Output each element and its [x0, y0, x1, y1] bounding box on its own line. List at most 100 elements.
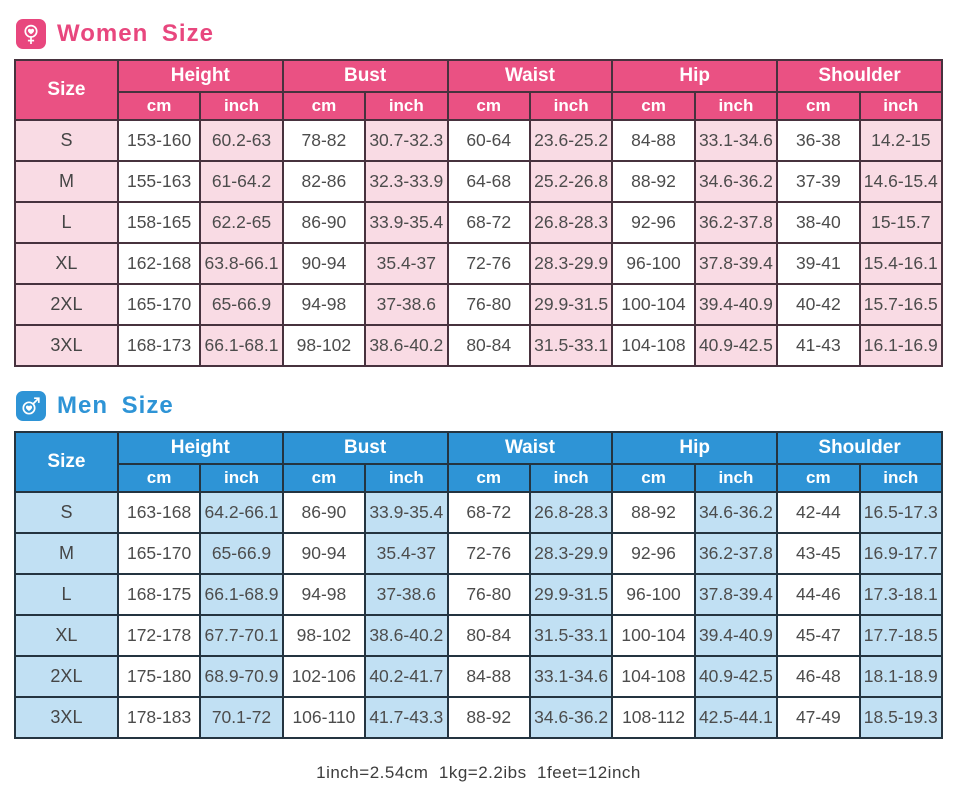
value-cell: 18.5-19.3 — [858, 696, 944, 739]
value-cell: 68.9-70.9 — [199, 655, 284, 698]
value-cell: 78-82 — [281, 119, 367, 162]
value-cell: 42-44 — [776, 491, 861, 534]
unit-header: cm — [446, 91, 531, 121]
value-cell: 30.7-32.3 — [364, 119, 449, 162]
unit-header: inch — [858, 91, 944, 121]
men-size-section: Men Size Size Height Bust Waist Hip Shoulder c… — [14, 390, 944, 739]
column-group-header: Hip — [611, 431, 779, 465]
unit-header: cm — [446, 463, 531, 493]
column-group-header: Hip — [611, 59, 779, 93]
value-cell: 41.7-43.3 — [364, 696, 449, 739]
value-cell: 94-98 — [281, 283, 367, 326]
women-section-heading: Women Size — [57, 20, 214, 47]
value-cell: 33.9-35.4 — [364, 201, 449, 244]
value-cell: 92-96 — [611, 532, 696, 575]
men-size-table: Size Height Bust Waist Hip Shoulder cm inch cm in… — [14, 431, 944, 739]
value-cell: 60.2-63 — [199, 119, 284, 162]
column-group-header: Shoulder — [776, 59, 943, 93]
value-cell: 98-102 — [281, 614, 367, 657]
value-cell: 18.1-18.9 — [858, 655, 944, 698]
column-group-header: Bust — [281, 431, 449, 465]
table-row: 2XL 175-180 68.9-70.9 102-106 40.2-41.7 84-88… — [14, 655, 944, 698]
value-cell: 80-84 — [446, 324, 531, 367]
value-cell: 67.7-70.1 — [199, 614, 284, 657]
value-cell: 35.4-37 — [364, 532, 449, 575]
value-cell: 106-110 — [281, 696, 367, 739]
value-cell: 76-80 — [446, 573, 531, 616]
table-row: L 168-175 66.1-68.9 94-98 37-38.6 76-80 29.9-3… — [14, 573, 944, 616]
size-cell: XL — [14, 614, 119, 657]
value-cell: 100-104 — [611, 283, 696, 326]
value-cell: 96-100 — [611, 573, 696, 616]
value-cell: 41-43 — [776, 324, 861, 367]
size-cell: S — [14, 491, 119, 534]
value-cell: 38.6-40.2 — [364, 614, 449, 657]
value-cell: 45-47 — [776, 614, 861, 657]
value-cell: 63.8-66.1 — [199, 242, 284, 285]
value-cell: 33.1-34.6 — [693, 119, 779, 162]
value-cell: 155-163 — [116, 160, 202, 203]
value-cell: 163-168 — [116, 491, 202, 534]
value-cell: 36.2-37.8 — [693, 532, 779, 575]
value-cell: 62.2-65 — [199, 201, 284, 244]
value-cell: 96-100 — [611, 242, 696, 285]
value-cell: 43-45 — [776, 532, 861, 575]
women-section-title: Women Size — [16, 18, 943, 50]
value-cell: 33.9-35.4 — [364, 491, 449, 534]
value-cell: 16.5-17.3 — [858, 491, 944, 534]
value-cell: 16.1-16.9 — [858, 324, 944, 367]
value-cell: 44-46 — [776, 573, 861, 616]
value-cell: 38.6-40.2 — [364, 324, 449, 367]
unit-header: cm — [776, 463, 861, 493]
value-cell: 17.3-18.1 — [858, 573, 944, 616]
men-section-heading: Men Size — [57, 392, 174, 419]
value-cell: 40.9-42.5 — [693, 655, 779, 698]
value-cell: 37-39 — [776, 160, 861, 203]
size-cell: 3XL — [14, 696, 119, 739]
unit-header: cm — [611, 91, 696, 121]
women-size-table: Size Height Bust Waist Hip Shoulder cm inch cm in… — [14, 59, 944, 367]
column-group-header: Bust — [281, 59, 449, 93]
size-cell: 2XL — [14, 283, 119, 326]
value-cell: 31.5-33.1 — [528, 614, 614, 657]
value-cell: 15.4-16.1 — [858, 242, 944, 285]
value-cell: 36-38 — [776, 119, 861, 162]
value-cell: 28.3-29.9 — [528, 242, 614, 285]
table-row: XL 172-178 67.7-70.1 98-102 38.6-40.2 80-84 31… — [14, 614, 944, 657]
value-cell: 38-40 — [776, 201, 861, 244]
value-cell: 104-108 — [611, 324, 696, 367]
column-group-header: Height — [116, 431, 284, 465]
unit-header: cm — [116, 463, 202, 493]
value-cell: 39-41 — [776, 242, 861, 285]
value-cell: 14.2-15 — [858, 119, 944, 162]
value-cell: 72-76 — [446, 532, 531, 575]
value-cell: 46-48 — [776, 655, 861, 698]
female-symbol-icon — [16, 19, 46, 49]
table-row: 3XL 168-173 66.1-68.1 98-102 38.6-40.2 80-84 3… — [14, 324, 944, 367]
size-cell: M — [14, 160, 119, 203]
value-cell: 88-92 — [446, 696, 531, 739]
value-cell: 39.4-40.9 — [693, 614, 779, 657]
value-cell: 37-38.6 — [364, 573, 449, 616]
size-cell: 3XL — [14, 324, 119, 367]
value-cell: 92-96 — [611, 201, 696, 244]
unit-header: inch — [693, 463, 779, 493]
value-cell: 64-68 — [446, 160, 531, 203]
value-cell: 68-72 — [446, 201, 531, 244]
value-cell: 40.9-42.5 — [693, 324, 779, 367]
unit-header: cm — [281, 463, 367, 493]
value-cell: 37.8-39.4 — [693, 242, 779, 285]
value-cell: 42.5-44.1 — [693, 696, 779, 739]
value-cell: 34.6-36.2 — [693, 491, 779, 534]
table-row: M 165-170 65-66.9 90-94 35.4-37 72-76 28.3-29.… — [14, 532, 944, 575]
value-cell: 84-88 — [446, 655, 531, 698]
unit-header: inch — [199, 463, 284, 493]
unit-header: cm — [611, 463, 696, 493]
value-cell: 26.8-28.3 — [528, 201, 614, 244]
unit-header: inch — [693, 91, 779, 121]
value-cell: 37-38.6 — [364, 283, 449, 326]
value-cell: 68-72 — [446, 491, 531, 534]
unit-header: cm — [281, 91, 367, 121]
value-cell: 172-178 — [116, 614, 202, 657]
value-cell: 70.1-72 — [199, 696, 284, 739]
